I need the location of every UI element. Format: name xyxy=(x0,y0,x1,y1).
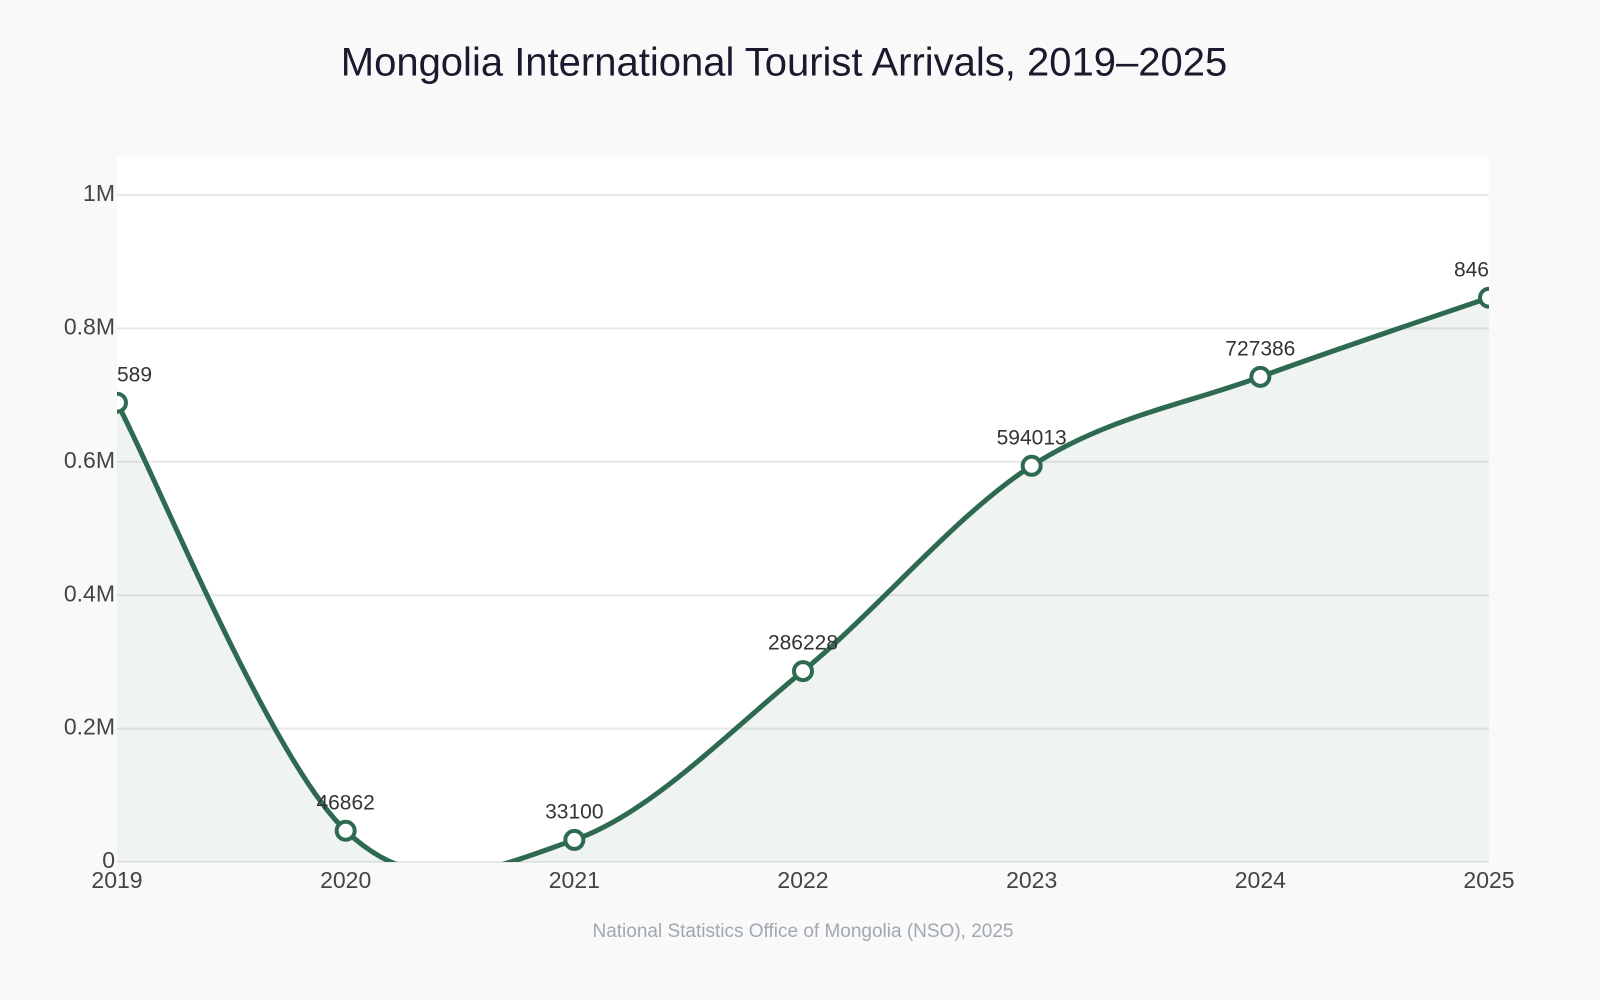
y-tick-label: 0 xyxy=(102,847,115,873)
x-tick-label: 2025 xyxy=(1463,867,1514,893)
data-label: 846000 xyxy=(1454,258,1524,281)
chart-title: Mongolia International Tourist Arrivals,… xyxy=(341,41,1227,85)
data-label: 688589 xyxy=(82,363,152,386)
x-tick-label: 2021 xyxy=(549,867,600,893)
marker xyxy=(117,391,128,414)
y-tick-label: 0.4M xyxy=(64,580,115,606)
x-tick-label: 2020 xyxy=(320,867,371,893)
x-tick-label: 2022 xyxy=(777,867,828,893)
x-tick-label: 2024 xyxy=(1235,867,1286,893)
area xyxy=(117,297,1489,862)
grid xyxy=(117,194,1489,863)
marker xyxy=(1020,454,1043,477)
marker xyxy=(563,828,586,851)
data-label: 286228 xyxy=(768,632,838,655)
source-note: National Statistics Office of Mongolia (… xyxy=(592,921,1013,942)
line xyxy=(117,295,1489,862)
y-tick-label: 0.8M xyxy=(64,313,115,339)
data-label: 727386 xyxy=(1225,337,1295,360)
data-label: 46862 xyxy=(316,791,374,814)
marker xyxy=(1478,286,1489,309)
x-tick-label: 2019 xyxy=(91,867,142,893)
marker xyxy=(1249,365,1272,388)
y-tick-label: 0.2M xyxy=(64,714,115,740)
x-tick-label: 2023 xyxy=(1006,867,1057,893)
plot-area xyxy=(117,157,1489,862)
marker xyxy=(792,660,814,683)
y-tick-label: 1M xyxy=(83,180,115,206)
axes: 0 0.2M 0.4M 0.6M 0.8M 1M 2019 2020 2021 2022 2023 2… xyxy=(64,180,1515,893)
marker xyxy=(334,819,357,842)
y-tick-label: 0.6M xyxy=(64,447,115,473)
data-label: 33100 xyxy=(545,800,603,823)
data-label: 594013 xyxy=(997,426,1067,449)
plot: 688589 46862 33100 286228 594013 727386 846000 xyxy=(82,258,1524,862)
